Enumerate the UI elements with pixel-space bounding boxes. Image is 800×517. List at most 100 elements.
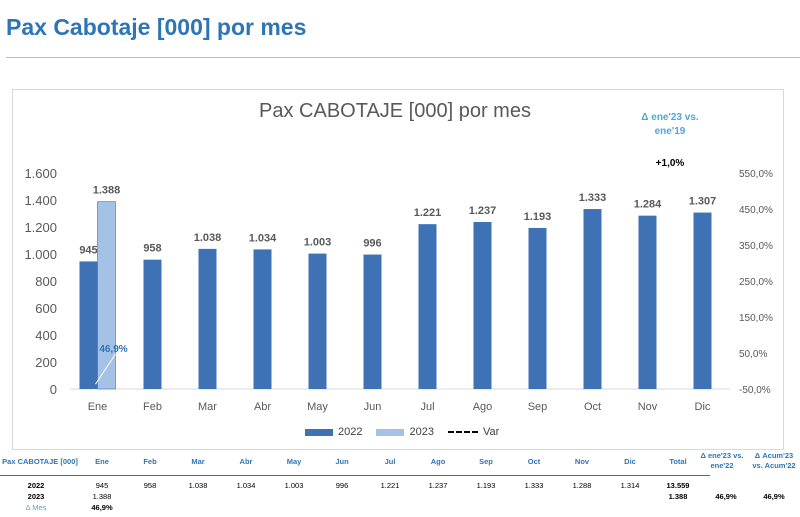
- table-cell: 1.221: [380, 481, 400, 490]
- legend-swatch-2023: [376, 428, 405, 436]
- table-header-month: Abr: [239, 457, 253, 466]
- table-cell: 1.333: [524, 481, 544, 490]
- bar-2022: [79, 261, 98, 389]
- x-axis-tick-label: Nov: [638, 401, 658, 413]
- table-header-month: May: [286, 457, 302, 466]
- bar-2022: [143, 259, 162, 389]
- table-cell: 1.034: [236, 481, 256, 490]
- y-axis-tick-label: 200: [35, 355, 57, 370]
- x-axis-tick-label: Mar: [198, 401, 217, 413]
- bar-2022: [198, 248, 217, 389]
- y-axis-tick-label: 800: [35, 274, 57, 289]
- bar-2022: [308, 253, 327, 389]
- legend-item-2022: 2022: [305, 426, 362, 438]
- data-label-2022: 996: [363, 238, 381, 250]
- bar-2022: [528, 227, 547, 389]
- delta-box-title: Δ ene'23 vs. ene'19: [641, 112, 699, 137]
- table-header-delta-ene: Δ ene'23 vs.: [700, 451, 744, 460]
- bar-2022: [253, 249, 272, 389]
- table-header-month: Ene: [95, 457, 109, 466]
- x-axis-tick-label: Ene: [88, 401, 108, 413]
- data-label-2022: 1.307: [689, 196, 717, 208]
- table-header-divider: [0, 475, 710, 476]
- y-axis-tick-label: 0: [50, 382, 57, 397]
- data-label-2022: 1.193: [524, 211, 552, 223]
- data-label-2022: 1.003: [304, 237, 332, 249]
- delta-box-value: +1,0%: [655, 158, 685, 169]
- table-header-month: Oct: [527, 457, 541, 466]
- x-axis-tick-label: Sep: [528, 401, 548, 413]
- y-axis-tick-label: 1.000: [24, 247, 57, 262]
- y-axis-tick-label: 1.400: [24, 193, 57, 208]
- y-axis-tick-label: 400: [35, 328, 57, 343]
- table-header-delta-acum-2: vs. Acum'22: [752, 461, 796, 470]
- table-header-row: Pax CABOTAJE [000] Ene Feb Mar Abr May J…: [0, 451, 800, 470]
- data-label-2022: 1.221: [414, 207, 442, 219]
- legend-label-2023: 2023: [409, 426, 434, 438]
- data-label-2022: 1.034: [249, 232, 277, 244]
- data-label-2022: 1.237: [469, 205, 497, 217]
- y2-axis-tick-label: 150,0%: [739, 313, 773, 324]
- table-row-label: 2022: [27, 481, 45, 490]
- table-cell-total: 13.559: [666, 481, 690, 490]
- table-cell: 945: [95, 481, 109, 490]
- data-label-2022: 1.284: [634, 199, 662, 211]
- y-axis-tick-label: 600: [35, 301, 57, 316]
- table-row: 2022 945 958 1.038 1.034 1.003 996 1.221 1.237 1.…: [0, 481, 800, 493]
- table-header-month: Jun: [335, 457, 349, 466]
- table-header-month: Jul: [384, 457, 396, 466]
- table-cell: 46,9%: [91, 503, 113, 512]
- legend-item-var: Var: [447, 426, 500, 438]
- legend-swatch-2022: [305, 428, 333, 436]
- bar-2022: [418, 224, 437, 389]
- y2-axis-tick-label: 550,0%: [739, 169, 773, 180]
- table-header-delta-ene-2: ene'22: [710, 461, 734, 470]
- var-line: [95, 353, 116, 385]
- legend-swatch-var: [447, 431, 478, 433]
- table-header-month: Mar: [191, 457, 205, 466]
- bar-2022: [583, 209, 602, 389]
- y2-axis-tick-label: 450,0%: [739, 205, 773, 216]
- table-cell: 996: [335, 481, 349, 490]
- x-axis-tick-label: Oct: [584, 401, 601, 413]
- bar-2022: [473, 222, 492, 389]
- table-header-label: Pax CABOTAJE [000]: [2, 457, 78, 466]
- table-cell: 1.003: [284, 481, 304, 490]
- title-divider: [6, 57, 800, 58]
- table-header-delta-acum: Δ Acum'23: [754, 451, 794, 460]
- bar-2022: [693, 212, 712, 389]
- data-label-var: 46,9%: [99, 344, 127, 355]
- data-label-2022: 1.038: [194, 232, 222, 244]
- bar-2022: [638, 215, 657, 389]
- bar-2023: [97, 201, 116, 390]
- table-header-month: Dic: [624, 457, 636, 466]
- y2-axis-tick-label: 350,0%: [739, 241, 773, 252]
- table-header-month: Sep: [479, 457, 493, 466]
- table-cell-delta-ene: 46,9%: [715, 492, 737, 501]
- data-label-2022: 958: [143, 243, 161, 255]
- table-row: 2023 1.388 1.388 46,9% 46,9%: [0, 492, 800, 504]
- table-header-total: Total: [669, 457, 687, 466]
- x-axis-tick-label: May: [307, 401, 328, 413]
- y2-axis-tick-label: 50,0%: [739, 349, 767, 360]
- table-cell: 1.237: [428, 481, 448, 490]
- table-cell: 1.193: [476, 481, 496, 490]
- table-cell-total: 1.388: [668, 492, 688, 501]
- table-cell: 1.288: [572, 481, 592, 490]
- y-axis-tick-label: 1.200: [24, 220, 57, 235]
- table-row-label: Δ Mes: [25, 503, 47, 512]
- y-axis-tick-label: 1.600: [24, 166, 57, 181]
- page-title: Pax Cabotaje [000] por mes: [6, 14, 307, 40]
- chart-legend: 2022 2023 Var: [305, 426, 513, 438]
- y2-axis-tick-label: -50,0%: [739, 385, 771, 396]
- legend-label-2022: 2022: [338, 426, 363, 438]
- legend-label-var: Var: [482, 426, 500, 438]
- table-header-month: Nov: [574, 457, 590, 466]
- x-axis-tick-label: Jun: [364, 401, 382, 413]
- table-header-month: Feb: [143, 457, 157, 466]
- y2-axis-tick-label: 250,0%: [739, 277, 773, 288]
- table-header-month: Ago: [430, 457, 446, 466]
- x-axis-tick-label: Dic: [695, 401, 711, 413]
- data-label-2022: 945: [79, 244, 97, 256]
